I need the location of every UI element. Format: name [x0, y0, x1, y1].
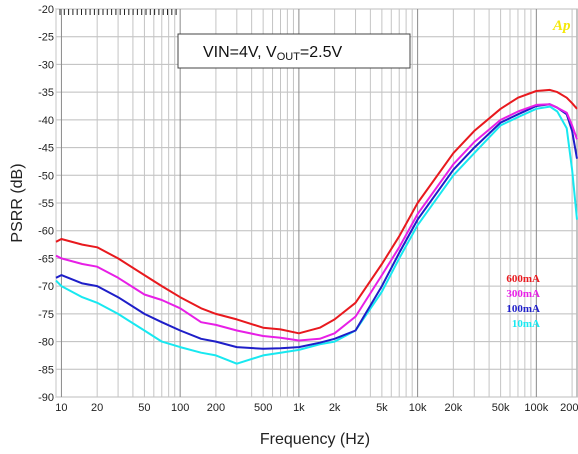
x-tick-label: 2k [329, 402, 341, 414]
x-axis-label: Frequency (Hz) [260, 431, 370, 448]
annotation-box [177, 33, 411, 69]
y-tick-label: -80 [38, 337, 54, 349]
y-tick-label: -65 [38, 253, 54, 265]
y-tick-label: -55 [38, 198, 54, 210]
legend-entry-300mA: 300mA [506, 288, 540, 300]
y-tick-label: -70 [38, 281, 54, 293]
x-tick-label: 10 [55, 402, 67, 414]
y-tick-label: -60 [38, 226, 54, 238]
series-line-10mA [55, 105, 578, 365]
y-axis-label: PSRR (dB) [9, 163, 26, 242]
y-tick-label: -75 [38, 309, 54, 321]
series-line-600mA [55, 88, 578, 335]
y-tick-label: -90 [38, 392, 54, 404]
ap-logo: Ap [552, 18, 571, 34]
annotation-sub: OUT [277, 51, 301, 63]
x-tick-label: 5k [376, 402, 388, 414]
y-tick-labels: -20 -25 -30 -35 -40 -45 -50 -55 -60 -65 -70 -75 -80 -… [38, 4, 54, 404]
y-tick-label: -45 [38, 143, 54, 155]
grid [55, 8, 577, 398]
series-line-300mA [55, 103, 578, 342]
x-tick-labels: 10 20 50 100 200 500 1k 2k 5k 10k 20k 50k 100k 200k [55, 402, 578, 414]
y-tick-label: -20 [38, 4, 54, 16]
x-tick-label: 10k [409, 402, 427, 414]
x-tick-label: 100 [171, 402, 189, 414]
y-tick-label: -85 [38, 364, 54, 376]
legend: 600mA 300mA 100mA 10mA [506, 273, 540, 330]
legend-entry-10mA: 10mA [512, 318, 540, 330]
x-tick-label: 20k [444, 402, 462, 414]
y-tick-label: -40 [38, 115, 54, 127]
legend-entry-100mA: 100mA [506, 303, 540, 315]
x-tick-label: 20 [91, 402, 103, 414]
annotation-text: VIN=4V, VOUT=2.5V [203, 44, 343, 63]
x-tick-label: 1k [293, 402, 305, 414]
x-tick-label: 500 [254, 402, 272, 414]
legend-entry-600mA: 600mA [506, 273, 540, 285]
annotation-tail: =2.5V [300, 44, 343, 61]
x-tick-label: 200 [207, 402, 225, 414]
y-tick-label: -25 [38, 32, 54, 44]
x-tick-label: 50 [138, 402, 150, 414]
x-tick-label: 50k [492, 402, 510, 414]
y-tick-label: -30 [38, 59, 54, 71]
y-tick-label: -50 [38, 170, 54, 182]
x-tick-label: 200k [560, 402, 578, 414]
x-tick-label: 100k [524, 402, 548, 414]
annotation-vin: VIN=4V, V [203, 44, 277, 61]
series-lines [55, 88, 578, 365]
y-tick-label: -35 [38, 87, 54, 99]
